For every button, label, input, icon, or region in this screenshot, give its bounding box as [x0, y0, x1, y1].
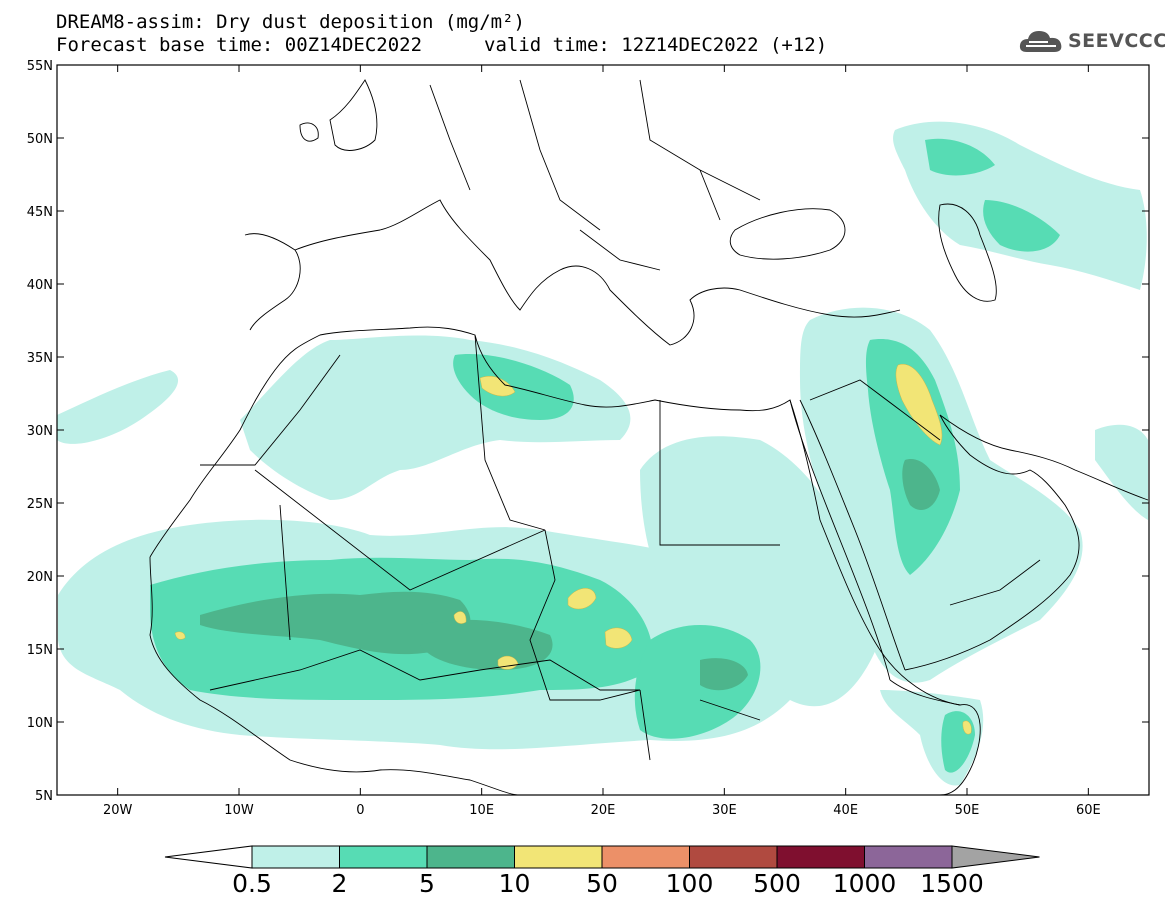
colorbar-label: 1500: [920, 869, 984, 898]
lat-tick-label: 55N: [27, 59, 53, 74]
dust-region-tunisia-hot: [479, 376, 516, 397]
colorbar-bin: [864, 845, 953, 869]
border-sudan: [529, 529, 761, 761]
coastline-red-sea: [789, 399, 906, 681]
colorbar-label: 5: [419, 869, 435, 898]
cloud-icon: [1019, 31, 1062, 52]
lon-tick-label: 30E: [712, 803, 737, 818]
border-europe: [429, 79, 761, 271]
colorbar-label: 0.5: [232, 869, 272, 898]
lat-tick-label: 50N: [27, 132, 53, 147]
lat-tick-label: 25N: [27, 497, 53, 512]
colorbar-label: 100: [666, 869, 714, 898]
dust-region-iran: [1095, 424, 1148, 520]
dust-region-sudan: [634, 625, 761, 739]
colorbar-bin: [514, 845, 603, 869]
lat-tick-label: 30N: [27, 424, 53, 439]
lat-tick-label: 45N: [27, 205, 53, 220]
dust-region-sudan-core: [700, 658, 748, 691]
coastline-africa: [149, 326, 981, 795]
lon-tick-label: 60E: [1076, 803, 1101, 818]
colorbar-low-triangle: [164, 845, 253, 869]
lat-tick-label: 35N: [27, 351, 53, 366]
coastline-arabia: [904, 414, 1080, 671]
dust-region-iraq: [865, 339, 960, 575]
colorbar-bin: [426, 845, 515, 869]
coastline-horn: [889, 679, 961, 706]
dust-region-chad: [420, 619, 553, 670]
coastline-uk: [299, 79, 378, 151]
valid-time: valid time: 12Z14DEC2022 (+12): [484, 34, 828, 56]
lon-tick-label: 0: [356, 803, 364, 818]
border-morocco: [200, 354, 341, 466]
dust-region-gulf: [902, 459, 940, 510]
colorbar-high-triangle: [951, 845, 1040, 869]
colorbar-label: 50: [586, 869, 618, 898]
lon-tick-label: 10W: [224, 803, 254, 818]
lat-tick-label: 10N: [27, 716, 53, 731]
dust-region-atlantic: [57, 370, 179, 444]
dust-region-caspian-mid: [925, 138, 1060, 252]
coastline-caspian: [938, 203, 997, 302]
colorbar-label: 2: [332, 869, 348, 898]
border-sahel-south: [209, 649, 640, 691]
dust-region-east-sahara: [640, 436, 880, 707]
lon-tick-label: 40E: [833, 803, 858, 818]
coastline-europe: [244, 199, 901, 346]
colorbar-bin: [689, 845, 778, 869]
logo-text: SEEVCCC: [1068, 30, 1165, 52]
longitude-axis: 20W 10W 0 10E 20E 30E 40E 50E 60E: [103, 65, 1101, 818]
colorbar-bin: [601, 845, 690, 869]
colorbar-label: 500: [753, 869, 801, 898]
seevccc-logo: SEEVCCC: [1018, 24, 1165, 58]
map-title: DREAM8-assim: Dry dust deposition (mg/m²…: [56, 11, 525, 33]
lat-tick-label: 40N: [27, 278, 53, 293]
lon-tick-label: 20W: [103, 803, 133, 818]
dust-region-chad-hot-2: [604, 627, 633, 649]
coastline-persian-gulf: [939, 414, 1149, 501]
latitude-axis: 55N 50N 45N 40N 35N 30N 25N 20N 15N 10N 5N: [27, 59, 1149, 804]
colorbar-bin: [776, 845, 865, 869]
dust-region-sahel-core: [200, 591, 471, 655]
dust-region-nw-africa: [240, 335, 631, 500]
forecast-base-time: Forecast base time: 00Z14DEC2022: [56, 34, 423, 56]
lat-tick-label: 5N: [35, 789, 53, 804]
dust-field: [57, 121, 1148, 786]
lat-tick-label: 15N: [27, 643, 53, 658]
colorbar: 0.5 2 5 10 50 100 500 1000 1500: [164, 845, 1040, 898]
dust-region-chad-hot-1: [567, 588, 597, 610]
border-saudi: [809, 379, 1041, 606]
colorbar-bin: [339, 845, 428, 869]
lon-tick-label: 50E: [955, 803, 980, 818]
forecast-subtitle: Forecast base time: 00Z14DEC2022 valid ti…: [56, 34, 827, 56]
coastline-west-africa-south: [149, 556, 521, 795]
border-egypt: [659, 400, 780, 546]
dust-region-niger-hot: [174, 611, 972, 735]
lon-tick-label: 20E: [591, 803, 616, 818]
colorbar-label: 10: [499, 869, 531, 898]
colorbar-label: 1000: [833, 869, 897, 898]
lon-tick-label: 10E: [469, 803, 494, 818]
border-mali: [254, 469, 546, 641]
coastlines-and-borders: [149, 79, 1149, 795]
colorbar-bin: [251, 845, 340, 869]
coastline-black-sea: [729, 208, 846, 260]
dust-region-mesopotamia: [895, 363, 943, 446]
lat-tick-label: 20N: [27, 570, 53, 585]
border-algeria-libya: [474, 334, 546, 531]
